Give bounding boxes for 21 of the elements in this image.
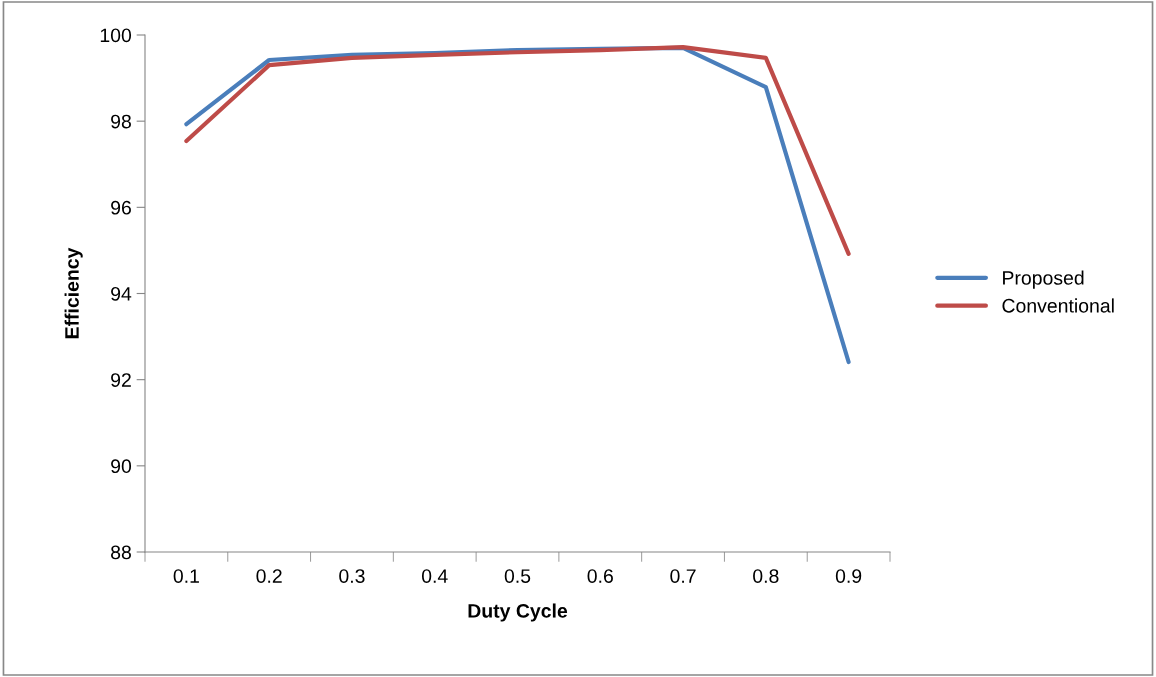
x-tick-label: 0.1	[173, 569, 199, 583]
y-tick-label: 100	[100, 28, 132, 43]
y-tick-label: 96	[111, 200, 131, 215]
legend-label: Proposed	[1003, 270, 1084, 289]
x-tick-label: 0.8	[753, 569, 779, 583]
y-axis-title: Efficiency	[64, 247, 83, 339]
x-tick-label: 0.6	[587, 569, 613, 583]
x-tick-label: 0.2	[256, 569, 282, 583]
line-series	[184, 44, 851, 256]
y-tick-label: 90	[111, 459, 132, 474]
x-tick-label: 0.4	[421, 569, 448, 583]
y-tick-label: 88	[111, 545, 131, 560]
legend-label: Conventional	[1002, 298, 1114, 313]
x-tick-label: 0.3	[339, 569, 365, 583]
y-tick-label: 92	[111, 373, 131, 387]
x-tick-label: 0.5	[504, 569, 531, 583]
x-tick-label: 0.9	[835, 569, 862, 583]
y-tick-label: 98	[111, 114, 131, 129]
x-axis-title: Duty Cycle	[468, 603, 568, 622]
x-tick-label: 0.7	[670, 569, 696, 583]
y-tick-label: 94	[111, 286, 132, 301]
